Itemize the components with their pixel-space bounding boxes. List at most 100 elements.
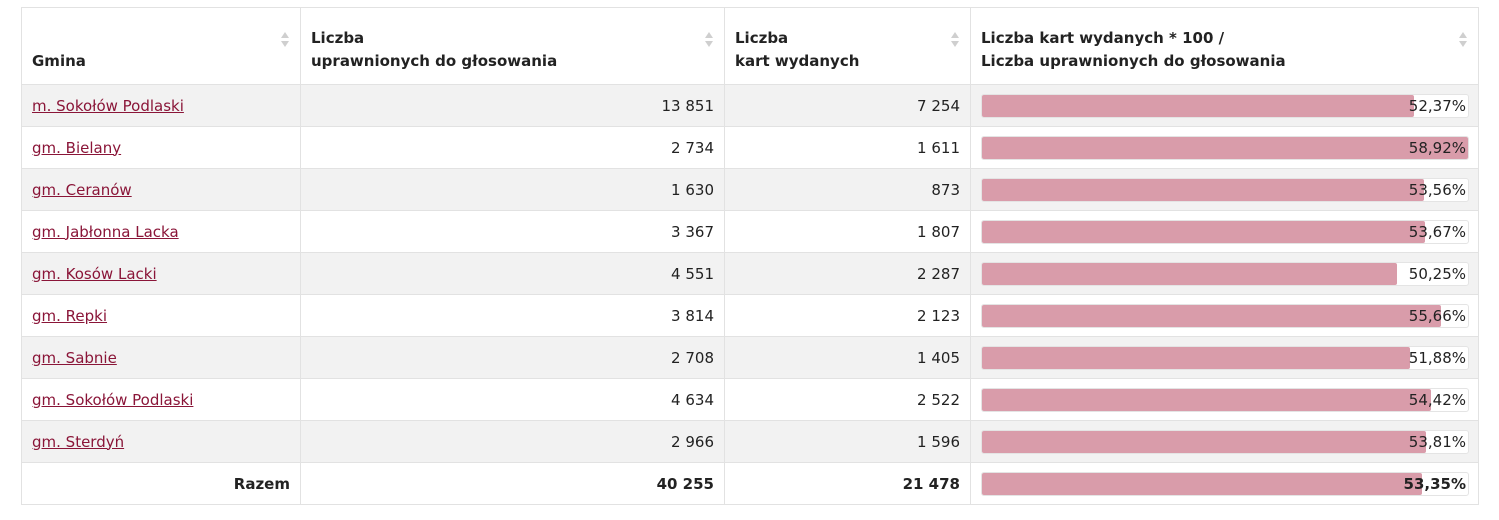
gmina-cell: gm. Ceranów [21,168,301,211]
column-header-gmina[interactable]: Gmina [21,7,301,85]
turnout-bar-fill [982,94,1414,117]
karty-cell: 1 807 [724,210,971,253]
gmina-link[interactable]: gm. Kosów Lacki [32,264,157,283]
uprawnieni-cell: 4 551 [300,252,725,295]
gmina-cell: gm. Kosów Lacki [21,252,301,295]
turnout-bar-fill [982,136,1468,159]
total-label: Razem [21,462,301,505]
karty-cell: 1 596 [724,420,971,463]
turnout-bar-fill [982,178,1424,201]
uprawnieni-cell: 2 966 [300,420,725,463]
total-uprawnieni: 40 255 [300,462,725,505]
gmina-cell: gm. Jabłonna Lacka [21,210,301,253]
turnout-bar-fill [982,388,1431,411]
header-line: Liczba [311,29,365,47]
gmina-link[interactable]: gm. Ceranów [32,180,132,199]
uprawnieni-cell: 1 630 [300,168,725,211]
frekwencja-cell: 53,67% [970,210,1479,253]
uprawnieni-cell: 3 367 [300,210,725,253]
gmina-cell: gm. Sabnie [21,336,301,379]
turnout-bar: 53,67% [981,219,1469,244]
sort-icon[interactable] [1459,32,1467,48]
turnout-value: 53,81% [1408,432,1466,451]
turnout-value: 53,67% [1408,222,1466,241]
uprawnieni-cell: 2 708 [300,336,725,379]
header-line: Liczba [735,29,789,47]
karty-cell: 2 522 [724,378,971,421]
table-row: gm. Repki 3 814 2 123 55,66% [21,294,1479,337]
gmina-cell: gm. Sokołów Podlaski [21,378,301,421]
gmina-cell: gm. Bielany [21,126,301,169]
uprawnieni-cell: 3 814 [300,294,725,337]
frekwencja-cell: 58,92% [970,126,1479,169]
turnout-bar: 50,25% [981,261,1469,286]
uprawnieni-cell: 4 634 [300,378,725,421]
frekwencja-cell: 54,42% [970,378,1479,421]
turnout-bar: 53,81% [981,429,1469,454]
total-karty: 21 478 [724,462,971,505]
header-line: Liczba kart wydanych * 100 / [981,29,1225,47]
results-table: Gmina Liczba uprawnionych do głosowania … [21,7,1479,505]
gmina-link[interactable]: m. Sokołów Podlaski [32,96,184,115]
uprawnieni-cell: 13 851 [300,84,725,127]
turnout-value: 53,56% [1408,180,1466,199]
frekwencja-cell: 53,56% [970,168,1479,211]
frekwencja-cell: 52,37% [970,84,1479,127]
table-header-row: Gmina Liczba uprawnionych do głosowania … [21,7,1479,85]
column-header-karty[interactable]: Liczba kart wydanych [724,7,971,85]
table-row: m. Sokołów Podlaski 13 851 7 254 52,37% [21,84,1479,127]
turnout-bar-fill [982,304,1442,327]
turnout-bar: 54,42% [981,387,1469,412]
turnout-bar: 53,35% [981,471,1469,496]
turnout-value: 50,25% [1408,264,1466,283]
column-header-uprawnieni[interactable]: Liczba uprawnionych do głosowania [300,7,725,85]
turnout-bar-fill [982,262,1397,285]
sort-icon[interactable] [281,32,289,48]
gmina-link[interactable]: gm. Sabnie [32,348,117,367]
table-row: gm. Sokołów Podlaski 4 634 2 522 54,42% [21,378,1479,421]
turnout-bar-fill [982,430,1426,453]
header-line: uprawnionych do głosowania [311,52,558,70]
karty-cell: 1 405 [724,336,971,379]
table-row: gm. Ceranów 1 630 873 53,56% [21,168,1479,211]
table-row: gm. Jabłonna Lacka 3 367 1 807 53,67% [21,210,1479,253]
table-row: gm. Sterdyń 2 966 1 596 53,81% [21,420,1479,463]
karty-cell: 2 287 [724,252,971,295]
frekwencja-cell: 50,25% [970,252,1479,295]
gmina-link[interactable]: gm. Bielany [32,138,122,157]
turnout-bar: 58,92% [981,135,1469,160]
karty-cell: 2 123 [724,294,971,337]
table-row: gm. Sabnie 2 708 1 405 51,88% [21,336,1479,379]
karty-cell: 1 611 [724,126,971,169]
turnout-bar: 55,66% [981,303,1469,328]
header-line: kart wydanych [735,52,860,70]
header-line: Gmina [32,52,86,70]
frekwencja-cell: 51,88% [970,336,1479,379]
turnout-value: 53,35% [1403,474,1466,493]
turnout-bar: 51,88% [981,345,1469,370]
gmina-link[interactable]: gm. Repki [32,306,108,325]
turnout-bar: 53,56% [981,177,1469,202]
gmina-link[interactable]: gm. Sokołów Podlaski [32,390,194,409]
gmina-cell: gm. Repki [21,294,301,337]
turnout-value: 54,42% [1408,390,1466,409]
turnout-bar: 52,37% [981,93,1469,118]
total-row: Razem 40 255 21 478 53,35% [21,462,1479,505]
column-header-frekwencja[interactable]: Liczba kart wydanych * 100 / Liczba upra… [970,7,1479,85]
total-frekwencja-cell: 53,35% [970,462,1479,505]
uprawnieni-cell: 2 734 [300,126,725,169]
sort-icon[interactable] [705,32,713,48]
turnout-value: 58,92% [1408,138,1466,157]
gmina-cell: gm. Sterdyń [21,420,301,463]
frekwencja-cell: 55,66% [970,294,1479,337]
gmina-link[interactable]: gm. Sterdyń [32,432,125,451]
turnout-bar-fill [982,346,1410,369]
frekwencja-cell: 53,81% [970,420,1479,463]
results-table-container: Gmina Liczba uprawnionych do głosowania … [21,7,1479,505]
sort-icon[interactable] [951,32,959,48]
gmina-link[interactable]: gm. Jabłonna Lacka [32,222,179,241]
karty-cell: 7 254 [724,84,971,127]
turnout-value: 51,88% [1408,348,1466,367]
karty-cell: 873 [724,168,971,211]
turnout-value: 52,37% [1408,96,1466,115]
